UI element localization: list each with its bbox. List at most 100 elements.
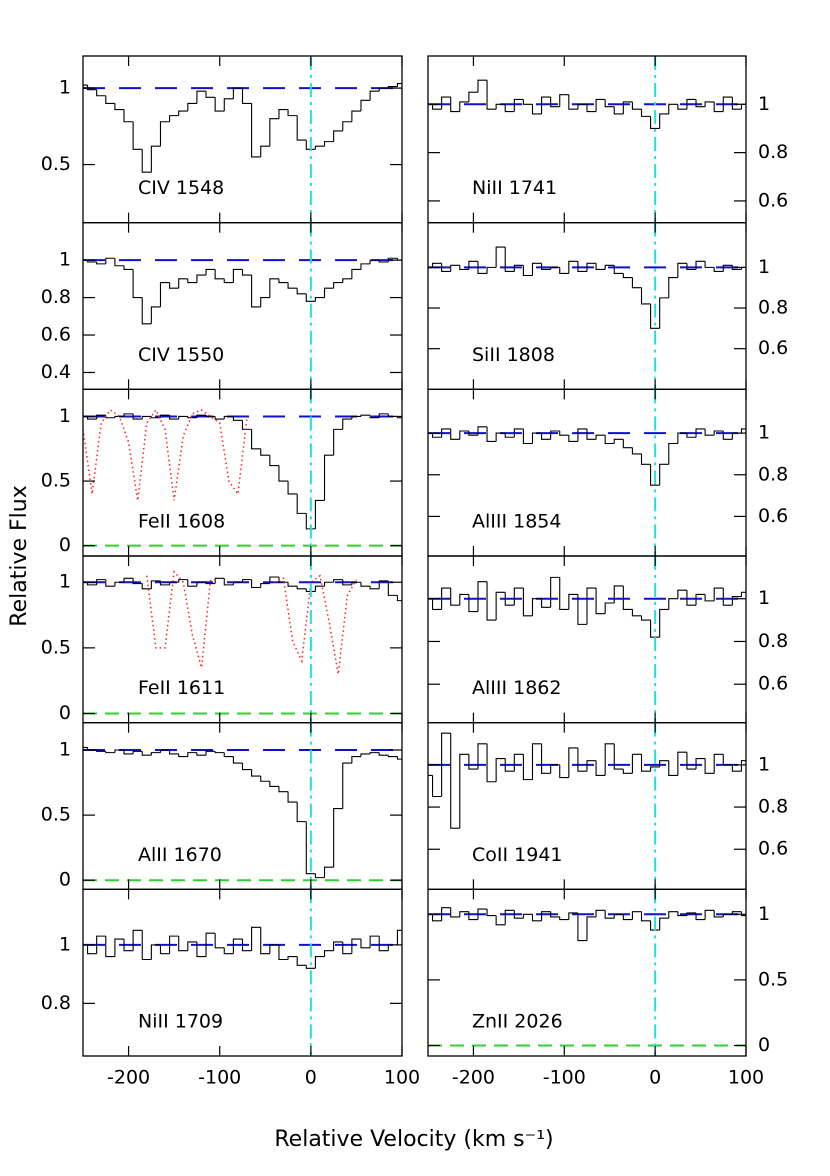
y-tick-label: 0.6 xyxy=(41,324,71,346)
flux-bin xyxy=(96,579,106,585)
flux-bin xyxy=(504,592,515,606)
plot-area xyxy=(428,222,746,390)
panel: 0.6 0.8 1 SiII 1808 xyxy=(427,222,788,390)
y-tick-label: 0.5 xyxy=(758,968,788,990)
flux-bin xyxy=(513,753,524,772)
flux-bin xyxy=(105,751,115,754)
flux-bin xyxy=(287,582,298,587)
y-tick-label: 0.6 xyxy=(758,505,788,527)
flux-bin xyxy=(169,750,179,755)
flux-bin xyxy=(604,264,615,270)
flux-bin xyxy=(223,947,234,955)
flux-bin xyxy=(96,750,106,752)
y-tick-label: 1 xyxy=(758,753,770,775)
y-tick-label: 1 xyxy=(758,93,770,115)
flux-bin xyxy=(459,430,469,440)
plot-area xyxy=(428,722,746,890)
flux-bin xyxy=(378,413,389,418)
flux-bin xyxy=(441,587,451,610)
flux-bin xyxy=(595,263,606,270)
flux-bin xyxy=(114,415,125,418)
y-tick-label: 0.5 xyxy=(41,153,71,175)
flux-bin xyxy=(513,910,524,919)
flux-bin xyxy=(731,97,742,110)
flux-bin xyxy=(150,944,161,960)
flux-bin xyxy=(214,416,225,420)
flux-bin xyxy=(631,101,642,110)
flux-bin xyxy=(613,106,624,115)
flux-bin xyxy=(631,277,642,289)
flux-bin xyxy=(668,760,678,776)
flux-bin xyxy=(431,914,442,922)
flux-bin xyxy=(314,297,325,302)
flux-bin xyxy=(640,911,651,922)
flux-bin xyxy=(431,775,442,798)
flux-bin xyxy=(613,585,624,604)
flux-bin xyxy=(323,287,334,298)
flux-bin xyxy=(178,278,188,289)
flux-bin xyxy=(241,269,252,276)
flux-bin xyxy=(677,751,687,776)
flux-bin xyxy=(87,260,97,263)
flux-bin xyxy=(323,866,334,878)
flux-bin xyxy=(132,929,143,951)
flux-bin xyxy=(477,743,488,770)
flux-bin xyxy=(459,593,469,606)
flux-bin xyxy=(369,259,380,264)
flux-bin xyxy=(531,262,542,276)
flux-bin xyxy=(695,260,706,270)
flux-bin xyxy=(96,414,106,420)
flux-bin xyxy=(178,753,188,758)
flux-bin xyxy=(287,109,298,117)
plot-area xyxy=(83,889,402,1056)
flux-bin xyxy=(450,733,460,829)
y-tick-label: 1 xyxy=(758,587,770,609)
flux-bin xyxy=(622,769,633,774)
flux-bin xyxy=(141,583,152,590)
y-tick-label: 0.6 xyxy=(758,189,788,211)
panel-label: CIV 1548 xyxy=(138,177,224,199)
flux-bin xyxy=(96,261,106,265)
flux-bin xyxy=(604,743,615,776)
flux-bin xyxy=(668,103,678,114)
flux-bin xyxy=(595,760,606,776)
flux-bin xyxy=(333,130,343,142)
flux-bin xyxy=(342,941,352,955)
flux-bin xyxy=(568,94,578,110)
flux-bin xyxy=(622,439,633,449)
flux-bin xyxy=(486,426,497,442)
flux-bin xyxy=(187,579,197,587)
panel: 0.4 0.6 0.8 1 CIV 1550 xyxy=(41,222,403,390)
flux-bin xyxy=(704,594,715,602)
flux-bin xyxy=(713,753,724,774)
flux-bin xyxy=(314,585,325,592)
flux-bin xyxy=(731,596,742,606)
flux-bin xyxy=(477,908,488,920)
flux-bin xyxy=(513,264,524,272)
flux-bin xyxy=(531,743,542,780)
flux-bin xyxy=(586,587,597,625)
flux-bin xyxy=(604,602,615,614)
flux-bin xyxy=(659,297,669,329)
flux-bin xyxy=(369,415,380,419)
flux-bin xyxy=(269,455,279,467)
panel-label: AlIII 1862 xyxy=(472,677,561,699)
flux-bin xyxy=(141,930,152,961)
flux-bin xyxy=(132,578,143,585)
flux-bin xyxy=(622,273,633,279)
flux-bin xyxy=(251,429,261,450)
flux-bin xyxy=(522,913,533,919)
flux-bin xyxy=(568,593,578,610)
flux-bin xyxy=(232,87,243,99)
plot-area xyxy=(83,389,402,556)
flux-bin xyxy=(278,465,289,482)
flux-bin xyxy=(468,594,478,613)
flux-bin xyxy=(522,428,533,445)
flux-bin xyxy=(577,912,587,942)
flux-bin xyxy=(468,911,478,921)
flux-bin xyxy=(396,929,402,945)
flux-bin xyxy=(278,944,289,961)
flux-bin xyxy=(351,268,361,279)
flux-bin xyxy=(150,145,161,173)
y-tick-label: 1 xyxy=(758,256,770,278)
